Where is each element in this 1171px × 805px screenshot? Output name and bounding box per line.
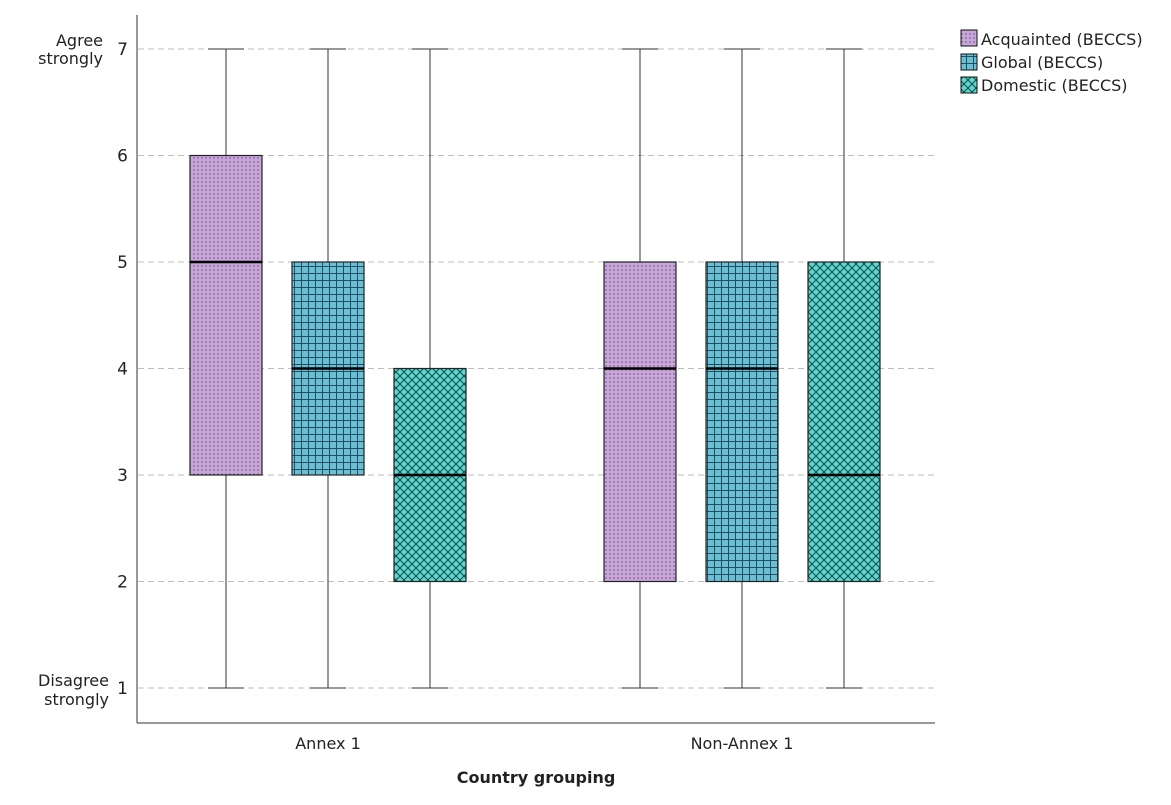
y-tick-label-5: 5 [117, 253, 128, 273]
box-iqr [603, 261, 677, 583]
y-bottom-label-line2: strongly [44, 690, 109, 709]
legend-label-domestic: Domestic (BECCS) [981, 76, 1128, 95]
x-tick-label-non-annex-1: Non-Annex 1 [691, 734, 794, 753]
box-global-non-annex-1 [705, 48, 779, 689]
box-iqr [705, 261, 779, 583]
y-bottom-label-line1: Disagree [38, 671, 109, 690]
y-tick-label-7: 7 [117, 40, 128, 60]
legend-label-acquainted: Acquainted (BECCS) [981, 30, 1143, 49]
box-domestic-non-annex-1 [807, 48, 881, 689]
box-acquainted-non-annex-1 [603, 48, 677, 689]
box-iqr [807, 261, 881, 583]
legend: Acquainted (BECCS) Global (BECCS) Domest… [960, 29, 1143, 95]
y-tick-label-1: 1 [117, 679, 128, 699]
box-plots [189, 48, 881, 689]
y-top-label-line1: Agree [56, 31, 103, 50]
box-global-annex-1 [291, 48, 365, 689]
y-top-label-line2: strongly [38, 49, 103, 68]
y-tick-label-4: 4 [117, 360, 128, 380]
y-tick-label-3: 3 [117, 466, 128, 486]
x-axis-title: Country grouping [457, 768, 616, 787]
grid-lines [138, 48, 935, 689]
legend-swatch-domestic [960, 76, 978, 94]
y-tick-label-2: 2 [117, 573, 128, 593]
box-iqr [189, 154, 263, 476]
legend-label-global: Global (BECCS) [981, 53, 1103, 72]
legend-swatch-global [960, 53, 978, 71]
box-acquainted-annex-1 [189, 48, 263, 689]
y-tick-label-6: 6 [117, 147, 128, 167]
box-domestic-annex-1 [393, 48, 467, 689]
y-axis-ticks: 1 2 3 4 5 6 7 [117, 40, 128, 699]
x-tick-label-annex-1: Annex 1 [295, 734, 361, 753]
legend-swatch-acquainted [960, 29, 978, 47]
